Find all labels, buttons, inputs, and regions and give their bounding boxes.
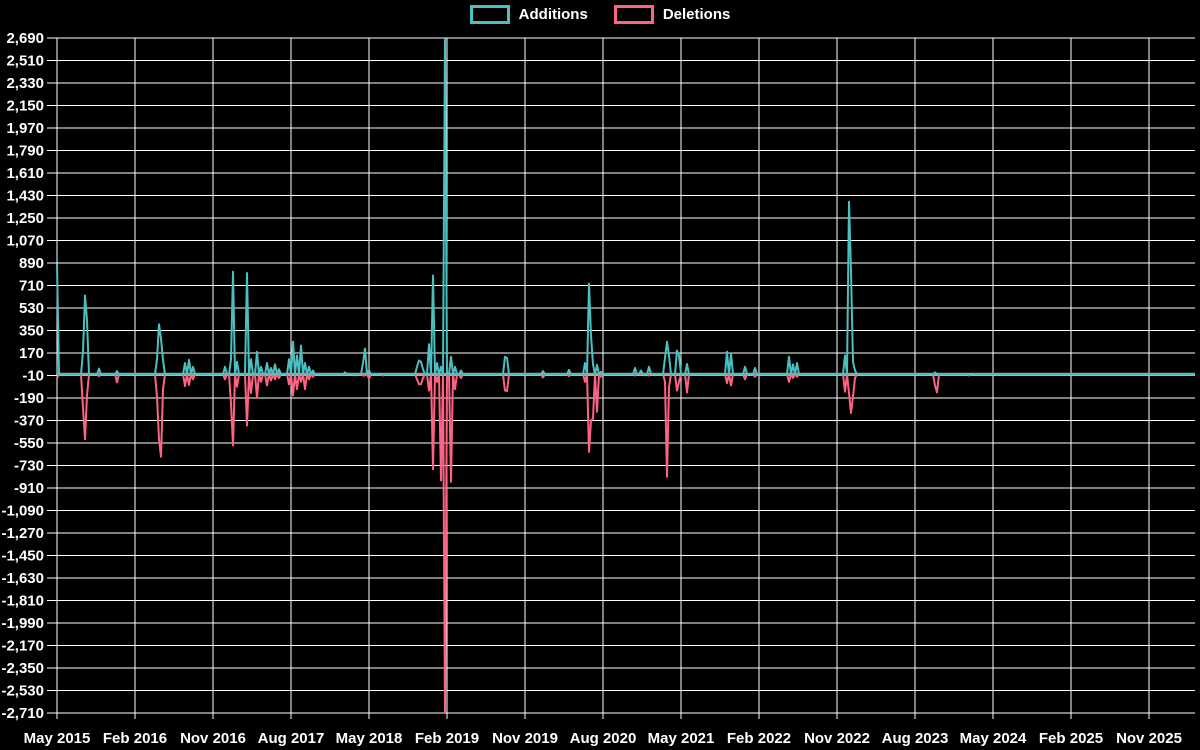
- y-tick-label: 1,790: [6, 143, 44, 160]
- x-tick-label: Nov 2022: [804, 730, 870, 747]
- y-tick-label: -550: [14, 435, 44, 452]
- x-tick-label: Aug 2023: [882, 730, 949, 747]
- y-tick-label: -10: [22, 368, 44, 385]
- additions-legend-label: Additions: [518, 6, 588, 23]
- y-tick-label: 170: [19, 345, 44, 362]
- y-tick-label: 890: [19, 255, 44, 272]
- y-tick-label: 1,610: [6, 165, 44, 182]
- y-tick-label: 1,970: [6, 120, 44, 137]
- x-tick-label: Aug 2017: [258, 730, 325, 747]
- y-tick-label: -1,810: [1, 593, 44, 610]
- x-tick-label: May 2015: [24, 730, 91, 747]
- y-tick-label: -2,350: [1, 660, 44, 677]
- y-tick-label: -730: [14, 458, 44, 475]
- x-tick-label: Feb 2019: [415, 730, 479, 747]
- y-tick-label: 710: [19, 278, 44, 295]
- y-tick-label: -370: [14, 413, 44, 430]
- y-tick-label: -2,170: [1, 638, 44, 655]
- x-tick-label: Nov 2016: [180, 730, 246, 747]
- x-tick-label: Nov 2025: [1116, 730, 1182, 747]
- y-tick-label: -910: [14, 480, 44, 497]
- y-tick-label: 2,690: [6, 30, 44, 47]
- x-tick-label: Nov 2019: [492, 730, 558, 747]
- x-tick-label: May 2021: [648, 730, 715, 747]
- y-tick-label: 2,150: [6, 98, 44, 115]
- x-tick-label: Aug 2020: [570, 730, 637, 747]
- y-tick-label: -190: [14, 390, 44, 407]
- x-tick-label: Feb 2016: [103, 730, 167, 747]
- y-tick-label: -1,990: [1, 615, 44, 632]
- legend-item-additions[interactable]: Additions: [469, 5, 588, 24]
- y-tick-label: -1,630: [1, 570, 44, 587]
- additions-series-line[interactable]: [56, 37, 1195, 376]
- x-tick-label: May 2018: [336, 730, 403, 747]
- y-tick-label: -2,710: [1, 705, 44, 722]
- deletions-series-line[interactable]: [56, 373, 1195, 714]
- additions-swatch-icon: [469, 5, 510, 24]
- legend: Additions Deletions: [0, 5, 1200, 24]
- y-tick-label: -1,090: [1, 503, 44, 520]
- x-tick-label: Feb 2022: [727, 730, 791, 747]
- deletions-swatch-icon: [613, 5, 654, 24]
- y-tick-label: 2,330: [6, 75, 44, 92]
- y-tick-label: 1,250: [6, 210, 44, 227]
- y-tick-label: 350: [19, 323, 44, 340]
- y-tick-label: 2,510: [6, 53, 44, 70]
- x-tick-label: May 2024: [960, 730, 1027, 747]
- y-tick-label: 1,430: [6, 188, 44, 205]
- legend-item-deletions[interactable]: Deletions: [613, 5, 731, 24]
- y-tick-label: 1,070: [6, 233, 44, 250]
- deletions-legend-label: Deletions: [662, 6, 731, 23]
- y-tick-label: 530: [19, 300, 44, 317]
- y-tick-label: -2,530: [1, 683, 44, 700]
- x-tick-label: Feb 2025: [1039, 730, 1103, 747]
- y-tick-label: -1,270: [1, 525, 44, 542]
- y-tick-label: -1,450: [1, 548, 44, 565]
